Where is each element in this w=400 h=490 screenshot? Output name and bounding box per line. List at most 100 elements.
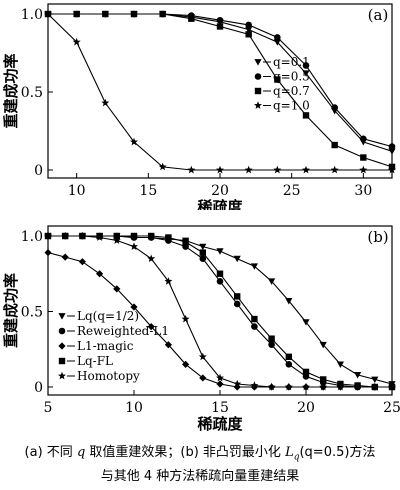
panel-label: (a): [368, 6, 389, 24]
data-point: [130, 232, 138, 240]
x-axis-label: 稀疏度: [197, 415, 243, 433]
series-q-0-7: [44, 10, 396, 171]
data-point: [251, 323, 258, 330]
data-point: [44, 9, 52, 18]
data-point: [164, 277, 173, 285]
data-point: [130, 137, 138, 146]
caption-lq-sub: q: [293, 452, 300, 463]
chart-panel-a: 10 15 20 25 3000.51.0稀疏度重建成功率(a)q=0.1q=0.5q=…: [2, 3, 396, 210]
data-point: [198, 352, 207, 361]
caption-lq: L: [285, 445, 294, 460]
data-point: [216, 248, 224, 255]
data-point: [113, 232, 120, 240]
series-line: [47, 13, 392, 171]
y-tick-label: 0: [34, 380, 43, 396]
data-point: [336, 382, 345, 391]
data-point: [216, 380, 224, 388]
x-tick-label: 30: [354, 183, 372, 199]
data-point: [302, 319, 310, 326]
figure-caption-line-2: 与其他 4 种方法稀疏向量重建结果: [100, 469, 300, 484]
data-point: [330, 165, 339, 174]
y-tick-label: 0.5: [21, 305, 43, 321]
data-point: [216, 373, 224, 382]
legend-marker: [58, 371, 66, 380]
series-q-1-0: [44, 9, 396, 174]
data-point: [158, 162, 167, 171]
data-point: [78, 231, 87, 240]
x-tick-label: 20: [297, 400, 315, 416]
data-point: [216, 270, 224, 277]
data-point: [267, 382, 276, 391]
y-tick-label: 0: [34, 163, 43, 179]
data-point: [302, 368, 310, 376]
data-point: [147, 254, 156, 263]
data-point: [360, 154, 367, 161]
y-tick-label: 0.5: [21, 85, 43, 101]
data-point: [216, 16, 224, 24]
legend-marker: [254, 73, 262, 80]
legend-entry: q=0.1: [273, 55, 310, 69]
y-axis-label: 重建成功率: [2, 273, 20, 348]
data-point: [331, 141, 338, 149]
legend-entry: q=0.5: [273, 70, 310, 84]
data-point: [302, 70, 310, 77]
x-tick-label: 10: [125, 400, 143, 416]
data-point: [331, 104, 338, 111]
legend-entry: Lq(q=1/2): [77, 309, 139, 323]
data-point: [245, 21, 252, 29]
legend-entry: q=0.7: [273, 84, 310, 98]
data-point: [273, 39, 281, 46]
legend-entry: q=1.0: [273, 99, 310, 113]
data-point: [285, 361, 293, 368]
x-tick-label: 15: [211, 400, 229, 416]
caption-part: 取值重建效果；(b) 非凸罚最小化: [89, 445, 281, 460]
x-tick-label: 5: [44, 400, 53, 416]
series-line: [48, 13, 393, 152]
panel-label: (b): [367, 228, 388, 246]
data-point: [250, 263, 258, 270]
data-point: [112, 236, 121, 244]
data-point: [199, 243, 207, 251]
data-point: [370, 382, 379, 391]
series-q-0-1: [44, 11, 396, 155]
data-point: [244, 165, 253, 174]
data-point: [182, 238, 189, 246]
data-point: [388, 165, 396, 174]
data-point: [274, 34, 281, 41]
legend-marker: [58, 357, 66, 365]
data-point: [359, 165, 368, 174]
data-point: [319, 382, 328, 391]
data-point: [360, 135, 367, 143]
caption-part: (q=0.5)方法: [299, 445, 376, 460]
data-point: [251, 315, 258, 323]
data-point: [187, 165, 196, 174]
data-point: [284, 382, 293, 391]
data-point: [96, 270, 104, 278]
series-q-0-5: [44, 10, 396, 150]
figure-caption-line-1: (a) 不同 q 取值重建效果；(b) 非凸罚最小化 Lq(q=0.5)方法: [0, 441, 400, 463]
data-point: [233, 300, 241, 308]
series-homotopy: [44, 231, 396, 391]
data-point: [319, 341, 327, 349]
data-point: [188, 15, 195, 22]
chart-panel-b: 5 10 15 20 25 0 0.5 1.0 稀疏度 重建成功率 (b) Lq(q=1/2)Rewe…: [2, 225, 400, 433]
data-point: [320, 376, 327, 383]
data-point: [216, 165, 224, 174]
data-point: [245, 31, 252, 38]
data-point: [72, 37, 81, 46]
data-point: [268, 278, 276, 285]
data-point: [245, 26, 253, 34]
y-tick-label: 1.0: [21, 229, 43, 245]
data-point: [165, 234, 172, 241]
y-axis-label: 重建成功率: [2, 53, 20, 128]
data-point: [102, 10, 109, 18]
data-point: [233, 255, 241, 263]
data-point: [388, 148, 396, 155]
data-point: [302, 382, 310, 391]
x-tick-label: 20: [211, 183, 229, 199]
data-point: [159, 10, 166, 18]
data-point: [199, 255, 207, 262]
data-point: [268, 335, 275, 342]
legend-entry: Lq-FL: [77, 354, 113, 368]
